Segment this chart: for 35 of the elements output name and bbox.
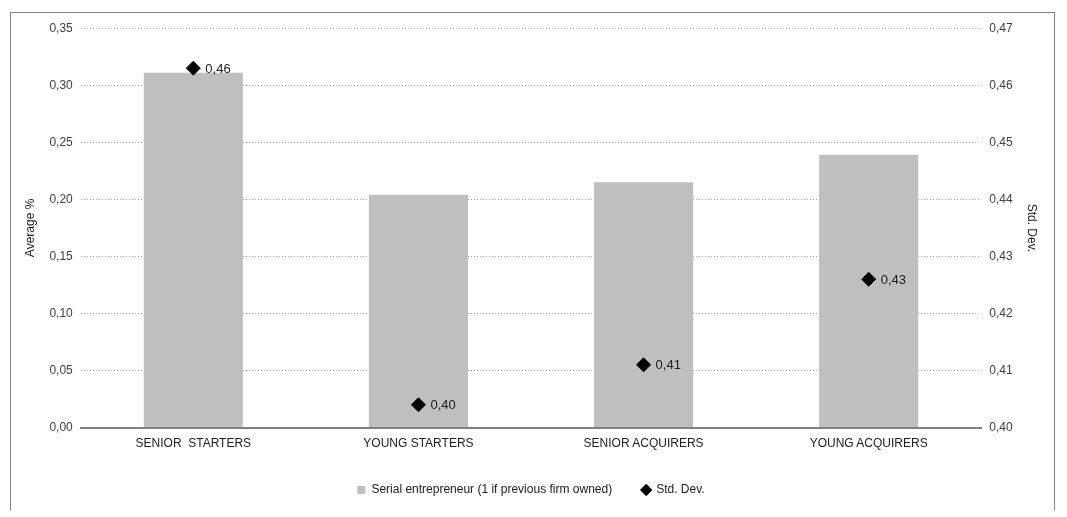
- x-tick-label: YOUNG STARTERS: [363, 436, 474, 451]
- y-axis-title: Average %: [22, 198, 37, 258]
- point: [185, 60, 201, 76]
- data-label: 0,41: [655, 357, 681, 373]
- x-tick-label: SENIOR ACQUIRERS: [583, 436, 704, 451]
- data-label: 0,40: [430, 397, 456, 413]
- bar: [819, 154, 919, 428]
- y2-tick-label: 0,45: [989, 134, 1013, 149]
- data-label: 0,43: [880, 271, 906, 287]
- bar: [594, 182, 694, 428]
- legend-label: Std. Dev.: [656, 482, 705, 497]
- x-tick-label: YOUNG ACQUIRERS: [809, 436, 928, 451]
- y-tick-label: 0,25: [49, 134, 74, 149]
- y-tick-label: 0,00: [49, 419, 74, 434]
- point: [636, 357, 652, 373]
- y-tick-label: 0,35: [49, 20, 74, 35]
- bar: [368, 194, 468, 428]
- x-tick-label: SENIOR STARTERS: [135, 436, 252, 451]
- y-tick-label: 0,05: [49, 362, 74, 377]
- y-tick-label: 0,20: [49, 191, 74, 206]
- legend-label: Serial entrepreneur (1 if previous firm owned): [371, 482, 613, 497]
- point: [410, 397, 426, 413]
- y2-tick-label: 0,41: [989, 362, 1013, 377]
- y2-tick-label: 0,44: [989, 191, 1013, 206]
- y-tick-label: 0,10: [49, 305, 74, 320]
- y2-tick-label: 0,43: [989, 248, 1013, 263]
- y2-tick-label: 0,42: [989, 305, 1013, 320]
- y2-tick-label: 0,47: [989, 20, 1013, 35]
- y2-tick-label: 0,46: [989, 77, 1013, 92]
- y-tick-label: 0,15: [49, 248, 74, 263]
- data-label: 0,46: [205, 60, 231, 76]
- y2-axis-title: Std. Dev.: [1025, 203, 1040, 253]
- point: [861, 271, 877, 287]
- y-tick-label: 0,30: [49, 77, 74, 92]
- y2-tick-label: 0,40: [989, 419, 1013, 434]
